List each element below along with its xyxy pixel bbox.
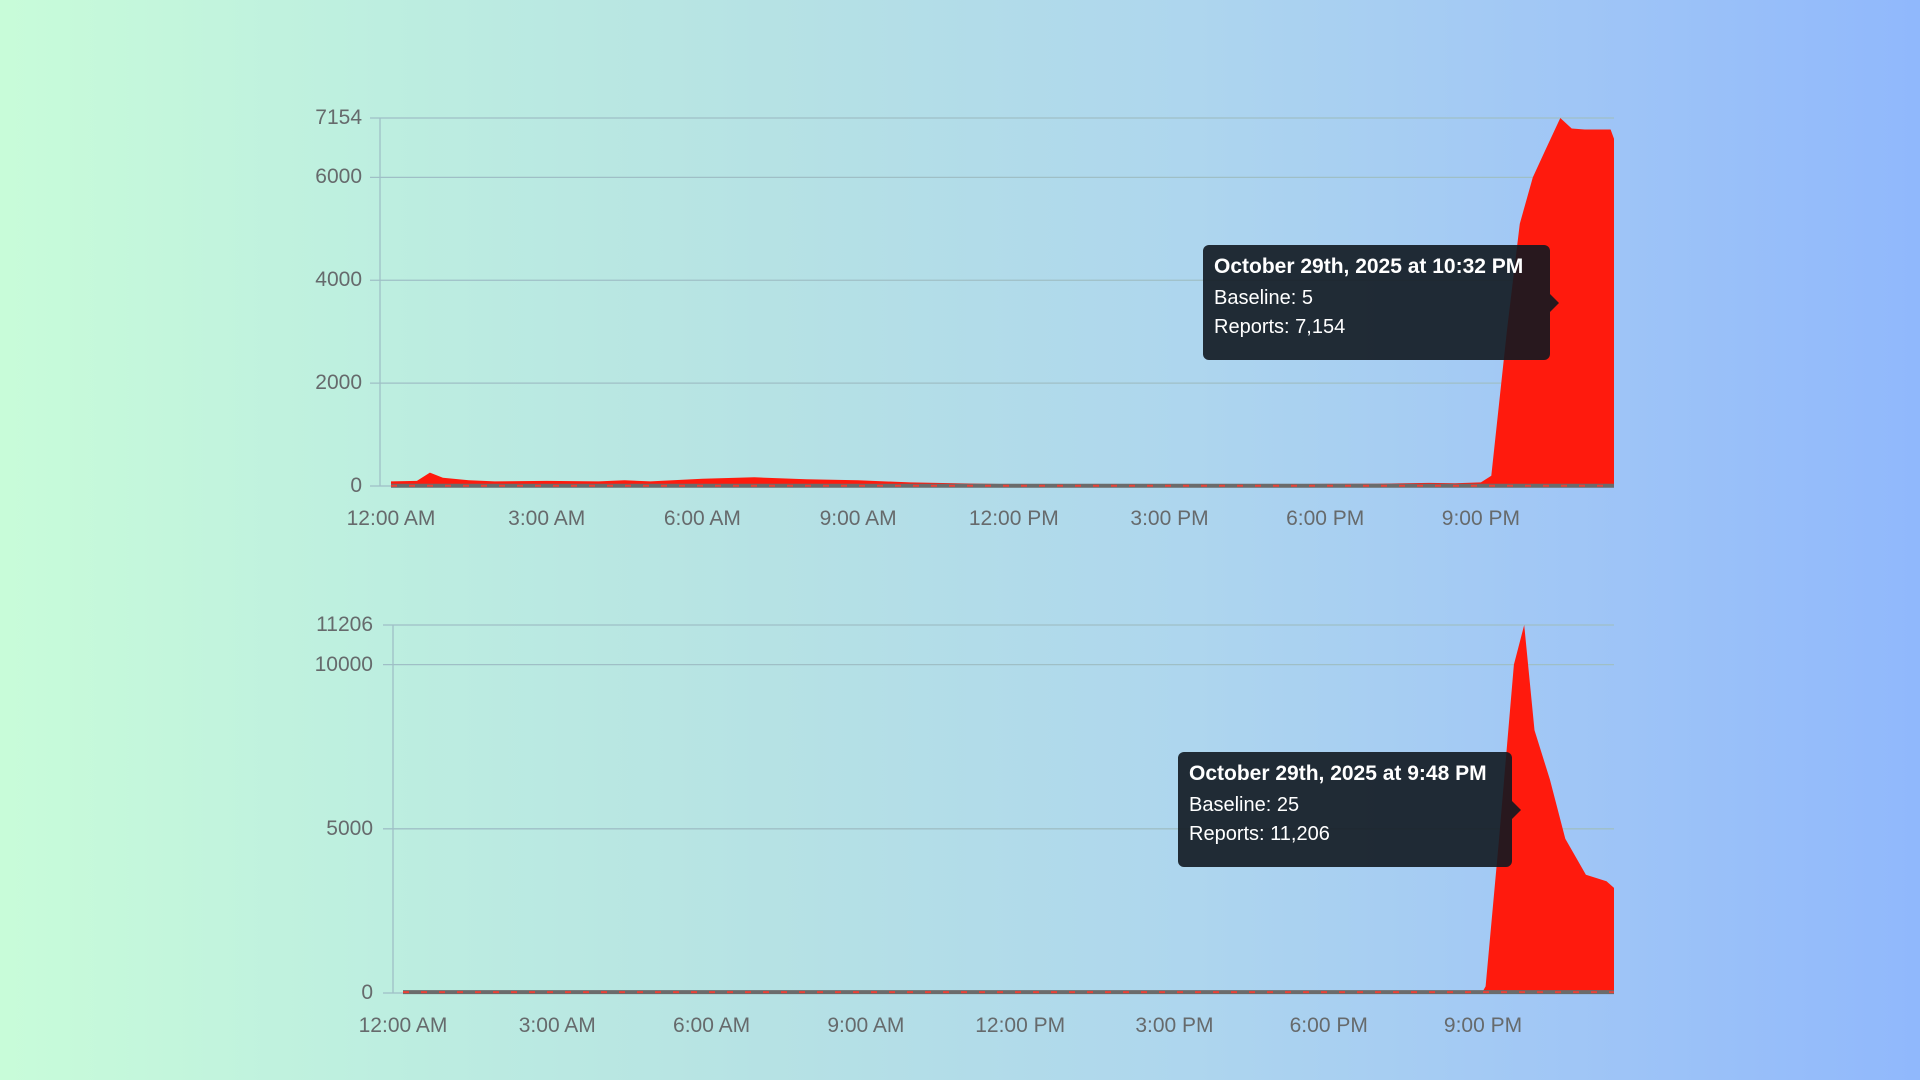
tooltip-baseline-value: 5 xyxy=(1301,287,1313,309)
y-tick-label: 0 xyxy=(361,981,373,1004)
tooltip-title: October 29th, 2025 at 10:32 PM xyxy=(1214,255,1524,278)
x-tick-label: 3:00 PM xyxy=(1130,507,1209,530)
x-tick-label: 6:00 PM xyxy=(1289,1014,1368,1037)
x-tick-label: 12:00 PM xyxy=(968,507,1059,530)
y-tick-label: 7154 xyxy=(315,106,362,129)
x-tick-label: 3:00 PM xyxy=(1135,1014,1214,1037)
x-tick-label: 3:00 AM xyxy=(518,1014,596,1037)
x-tick-label: 6:00 AM xyxy=(663,507,741,530)
tooltip-reports: Reports: 7,154 xyxy=(1214,316,1539,339)
tooltip-title: October 29th, 2025 at 9:48 PM xyxy=(1189,762,1487,785)
x-tick-label: 6:00 AM xyxy=(673,1014,751,1037)
y-tick-label: 6000 xyxy=(315,165,362,189)
y-tick-label: 0 xyxy=(350,474,362,497)
reports-area[interactable] xyxy=(403,625,1614,993)
tooltip-reports: Reports: 11,206 xyxy=(1189,823,1501,846)
x-tick-label: 12:00 AM xyxy=(346,507,436,530)
x-tick-label: 9:00 AM xyxy=(827,1014,905,1037)
x-tick-label: 6:00 PM xyxy=(1286,507,1365,530)
tooltip-reports-label: Reports: xyxy=(1214,316,1290,338)
tooltip-reports-label: Reports: xyxy=(1189,823,1265,845)
tooltip-reports-value: 11,206 xyxy=(1270,823,1330,845)
chart-tooltip-bottom: October 29th, 2025 at 9:48 PM Baseline: … xyxy=(1178,752,1521,867)
x-tick-label: 12:00 AM xyxy=(358,1014,448,1037)
tooltip-baseline-label: Baseline: xyxy=(1189,794,1272,816)
tooltip-caret-icon xyxy=(1512,800,1521,819)
tooltip-baseline-label: Baseline: xyxy=(1214,287,1297,309)
tooltip-baseline: Baseline: 5 xyxy=(1214,287,1539,310)
y-tick-label: 10000 xyxy=(314,652,373,676)
tooltip-caret-icon xyxy=(1550,293,1559,312)
x-tick-label: 9:00 PM xyxy=(1441,507,1520,530)
chart-tooltip-top: October 29th, 2025 at 10:32 PM Baseline:… xyxy=(1203,245,1559,360)
x-tick-label: 12:00 PM xyxy=(975,1014,1066,1037)
chart-plot-area-top[interactable] xyxy=(0,0,1920,540)
tooltip-baseline: Baseline: 25 xyxy=(1189,794,1501,817)
tooltip-baseline-value: 25 xyxy=(1276,794,1300,816)
reports-chart-top: 0 2000 4000 6000 7154 12:00 AM 3:00 AM 6:00 AM… xyxy=(0,0,1920,540)
y-tick-label: 2000 xyxy=(315,371,362,395)
y-tick-label: 11206 xyxy=(316,613,373,636)
y-tick-label: 5000 xyxy=(326,816,373,840)
y-tick-label: 4000 xyxy=(315,268,362,292)
tooltip-reports-value: 7,154 xyxy=(1295,316,1346,338)
x-tick-label: 9:00 AM xyxy=(819,507,897,530)
x-tick-label: 9:00 PM xyxy=(1443,1014,1523,1037)
x-tick-label: 3:00 AM xyxy=(508,507,586,530)
